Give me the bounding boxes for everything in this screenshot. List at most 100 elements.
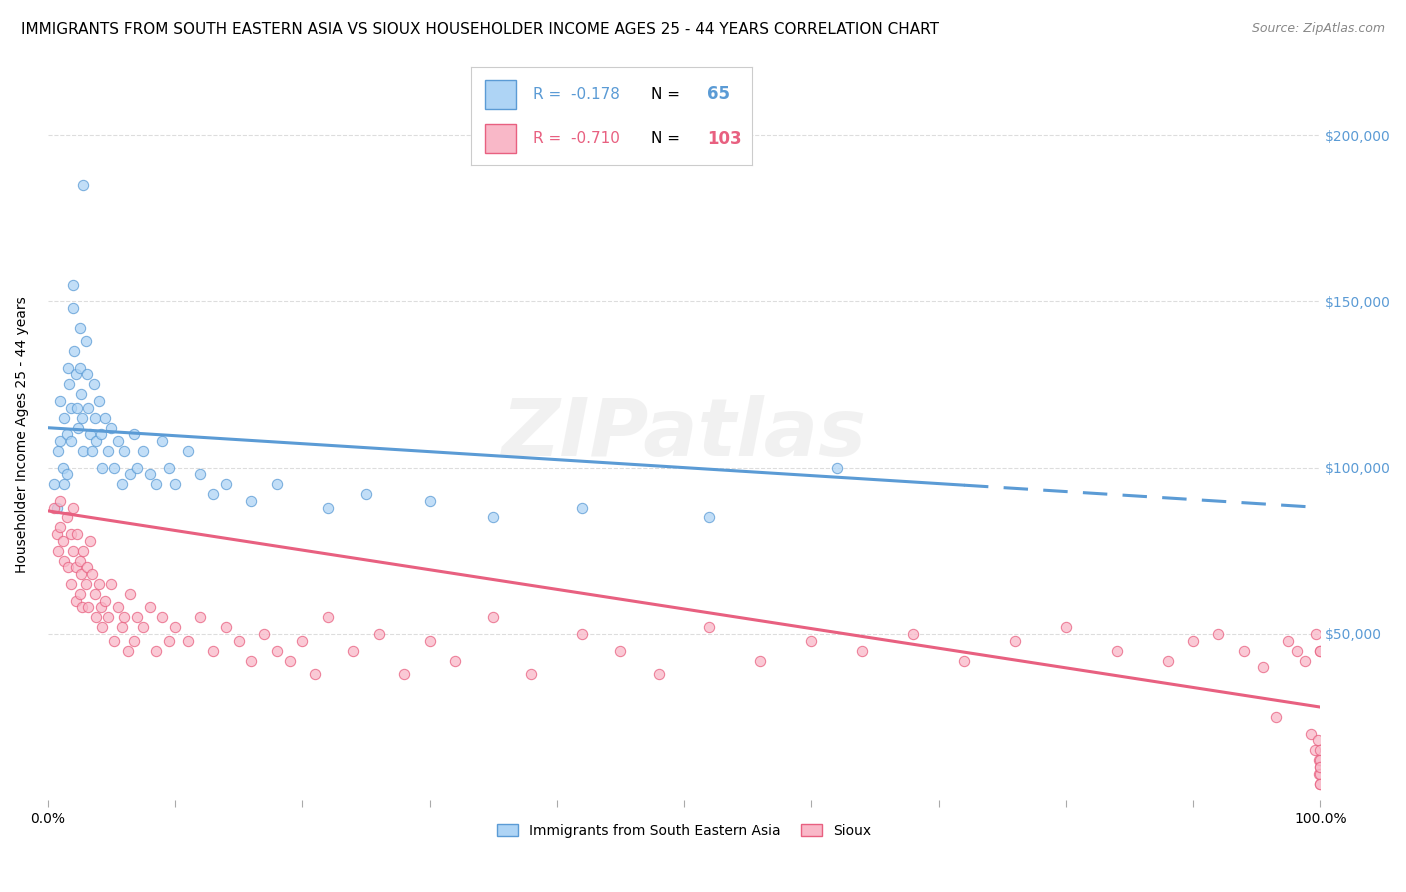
Point	[42, 477, 65, 491]
Point	[63, 344, 86, 359]
Point	[77, 600, 100, 615]
Point	[66, 401, 89, 415]
Point	[90, 600, 112, 615]
Point	[571, 627, 593, 641]
Point	[1303, 743, 1326, 757]
Point	[800, 633, 823, 648]
Point	[72, 444, 94, 458]
Point	[609, 643, 631, 657]
Text: N =: N =	[651, 131, 685, 146]
Point	[1294, 653, 1316, 667]
Point	[52, 533, 75, 548]
Point	[75, 577, 97, 591]
Point	[117, 643, 139, 657]
Point	[1251, 660, 1274, 674]
Text: 65: 65	[707, 86, 730, 103]
Point	[177, 633, 200, 648]
Point	[103, 633, 125, 648]
Point	[52, 460, 75, 475]
Point	[1306, 733, 1329, 747]
Point	[46, 543, 69, 558]
Point	[304, 666, 326, 681]
Point	[45, 500, 67, 515]
Point	[69, 321, 91, 335]
Point	[202, 487, 225, 501]
Point	[112, 610, 135, 624]
Point	[1054, 620, 1077, 634]
Point	[46, 444, 69, 458]
Point	[266, 643, 288, 657]
Point	[83, 377, 105, 392]
Point	[120, 467, 142, 482]
Point	[215, 620, 238, 634]
Point	[65, 368, 87, 382]
Point	[120, 587, 142, 601]
Point	[49, 394, 72, 409]
Point	[76, 368, 98, 382]
Point	[125, 460, 148, 475]
Point	[70, 600, 93, 615]
FancyBboxPatch shape	[485, 124, 516, 153]
Point	[1309, 766, 1331, 780]
Point	[42, 500, 65, 515]
Point	[69, 360, 91, 375]
Point	[157, 633, 180, 648]
Point	[1264, 710, 1286, 724]
Point	[79, 533, 101, 548]
Point	[266, 477, 288, 491]
Point	[354, 487, 377, 501]
Point	[62, 543, 84, 558]
Text: IMMIGRANTS FROM SOUTH EASTERN ASIA VS SIOUX HOUSEHOLDER INCOME AGES 25 - 44 YEAR: IMMIGRANTS FROM SOUTH EASTERN ASIA VS SI…	[21, 22, 939, 37]
Point	[1277, 633, 1299, 648]
Point	[49, 434, 72, 448]
Point	[100, 420, 122, 434]
Point	[72, 178, 94, 192]
Point	[56, 467, 79, 482]
Point	[953, 653, 976, 667]
Point	[72, 543, 94, 558]
Point	[138, 467, 160, 482]
Point	[87, 394, 110, 409]
Point	[571, 500, 593, 515]
Point	[59, 401, 82, 415]
Point	[62, 500, 84, 515]
Point	[1305, 627, 1327, 641]
Point	[1182, 633, 1205, 648]
Point	[56, 360, 79, 375]
Point	[240, 494, 263, 508]
Point	[150, 610, 173, 624]
Point	[110, 477, 132, 491]
Point	[1309, 776, 1331, 790]
Y-axis label: Householder Income Ages 25 - 44 years: Householder Income Ages 25 - 44 years	[15, 296, 30, 573]
Point	[84, 610, 107, 624]
Point	[69, 554, 91, 568]
Point	[82, 567, 104, 582]
Point	[107, 600, 129, 615]
Point	[145, 477, 167, 491]
Point	[1105, 643, 1128, 657]
Point	[851, 643, 873, 657]
Text: Source: ZipAtlas.com: Source: ZipAtlas.com	[1251, 22, 1385, 36]
Point	[79, 427, 101, 442]
Point	[1156, 653, 1178, 667]
Point	[53, 554, 76, 568]
Point	[240, 653, 263, 667]
Point	[94, 593, 117, 607]
Point	[91, 620, 114, 634]
Point	[367, 627, 389, 641]
Point	[82, 444, 104, 458]
Point	[1208, 627, 1230, 641]
Point	[1004, 633, 1026, 648]
Point	[96, 444, 118, 458]
Point	[56, 427, 79, 442]
Point	[1286, 643, 1309, 657]
Point	[56, 510, 79, 524]
Point	[1309, 643, 1331, 657]
Point	[83, 587, 105, 601]
Point	[67, 420, 90, 434]
Point	[59, 527, 82, 541]
Point	[901, 627, 924, 641]
Point	[49, 494, 72, 508]
Point	[177, 444, 200, 458]
Text: ZIPatlas: ZIPatlas	[502, 395, 866, 474]
